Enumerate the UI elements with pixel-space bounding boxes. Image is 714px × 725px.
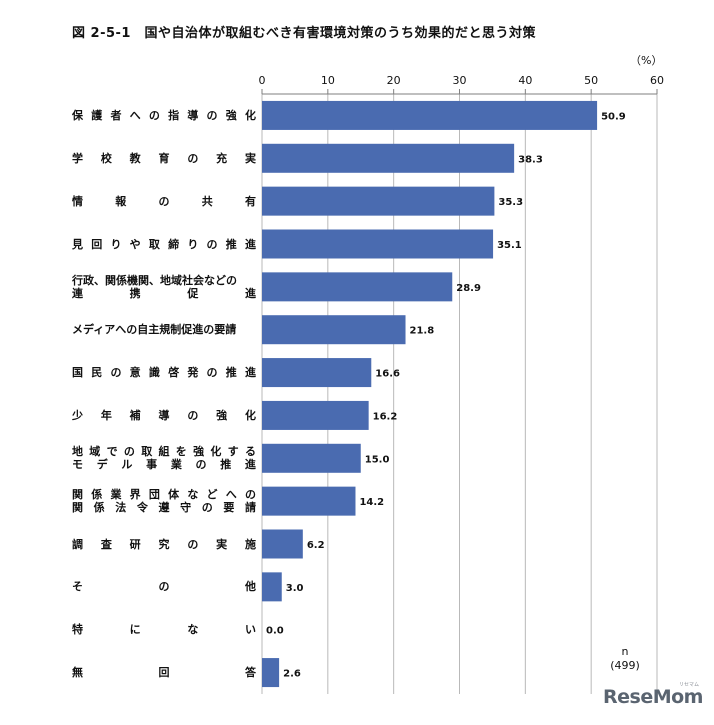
category-label-line: 保護者への指導の強化 <box>72 108 256 122</box>
category-label-10: 調査研究の実施 <box>72 538 256 551</box>
bar-4 <box>262 272 453 302</box>
x-tick-label-40: 40 <box>518 74 532 87</box>
category-label-line: その他 <box>72 580 256 594</box>
category-label-0: 保護者への指導の強化 <box>72 109 256 122</box>
category-label-line: 無回答 <box>72 666 256 680</box>
category-label-line: 調査研究の実施 <box>72 537 256 551</box>
value-label-12: 0.0 <box>266 626 284 637</box>
value-label-13: 2.6 <box>283 669 301 680</box>
category-label-line: 地域での取組を強化する <box>72 445 256 459</box>
category-label-7: 少年補導の強化 <box>72 409 256 422</box>
category-label-line: 関係法令遵守の要請 <box>72 501 256 515</box>
category-label-line: 少年補導の強化 <box>72 408 256 422</box>
category-label-11: その他 <box>72 580 256 593</box>
x-tick-label-10: 10 <box>321 74 335 87</box>
bar-10 <box>262 529 303 559</box>
value-label-11: 3.0 <box>286 583 304 594</box>
category-label-3: 見回りや取締りの推進 <box>72 238 256 251</box>
category-label-line: メディアへの自主規制促進の要請 <box>72 323 237 337</box>
bar-9 <box>262 486 356 516</box>
value-label-9: 14.2 <box>359 497 384 508</box>
category-label-4: 行政、関係機関、地域社会などの連携促進 <box>72 274 256 300</box>
value-label-3: 35.1 <box>497 240 522 251</box>
x-tick-label-30: 30 <box>453 74 467 87</box>
category-label-1: 学校教育の充実 <box>72 152 256 165</box>
bar-3 <box>262 229 494 259</box>
sample-size-label: n <box>621 645 629 658</box>
category-label-8: 地域での取組を強化するモデル事業の推進 <box>72 445 256 471</box>
sample-size-value: (499) <box>610 659 640 672</box>
x-tick-label-60: 60 <box>650 74 664 87</box>
x-tick-label-0: 0 <box>259 74 266 87</box>
category-label-line: モデル事業の推進 <box>72 458 256 472</box>
resemom-logo: ReseMom <box>603 686 703 708</box>
chart-title: 図 2-5-1 国や自治体が取組むべき有害環境対策のうち効果的だと思う対策 <box>72 26 536 41</box>
bar-6 <box>262 358 372 388</box>
category-label-line: 関係業界団体などへの <box>72 488 256 502</box>
bar-2 <box>262 186 495 216</box>
bar-11 <box>262 572 282 602</box>
value-label-5: 21.8 <box>410 326 435 337</box>
category-label-line: 特にない <box>72 623 256 637</box>
value-label-8: 15.0 <box>365 454 390 465</box>
category-label-line: 国民の意識啓発の推進 <box>72 366 256 380</box>
category-label-12: 特にない <box>72 623 256 636</box>
value-label-2: 35.3 <box>498 197 523 208</box>
category-label-line: 学校教育の充実 <box>72 151 256 165</box>
resemom-logo-subtext: リセマム <box>679 682 700 688</box>
value-label-4: 28.9 <box>456 283 481 294</box>
category-label-6: 国民の意識啓発の推進 <box>72 366 256 379</box>
x-tick-label-20: 20 <box>387 74 401 87</box>
bar-5 <box>262 315 406 345</box>
category-label-line: 情報の共有 <box>72 194 256 208</box>
value-label-6: 16.6 <box>375 369 400 380</box>
bar-13 <box>262 658 280 688</box>
category-label-line: 行政、関係機関、地域社会などの <box>72 273 237 287</box>
category-label-13: 無回答 <box>72 666 256 679</box>
bar-1 <box>262 143 515 173</box>
category-label-line: 連携促進 <box>72 286 256 300</box>
unit-label: （%） <box>630 54 663 67</box>
category-label-line: 見回りや取締りの推進 <box>72 237 256 251</box>
value-label-0: 50.9 <box>601 111 626 122</box>
category-label-2: 情報の共有 <box>72 195 256 208</box>
category-label-9: 関係業界団体などへの関係法令遵守の要請 <box>72 488 256 514</box>
x-tick-label-50: 50 <box>584 74 598 87</box>
value-label-10: 6.2 <box>307 540 325 551</box>
bar-0 <box>262 100 598 130</box>
bar-7 <box>262 400 369 430</box>
bar-8 <box>262 443 361 473</box>
value-label-7: 16.2 <box>373 411 398 422</box>
sample-size: n (499) <box>605 645 645 673</box>
value-label-1: 38.3 <box>518 154 543 165</box>
category-label-5: メディアへの自主規制促進の要請 <box>72 323 256 336</box>
